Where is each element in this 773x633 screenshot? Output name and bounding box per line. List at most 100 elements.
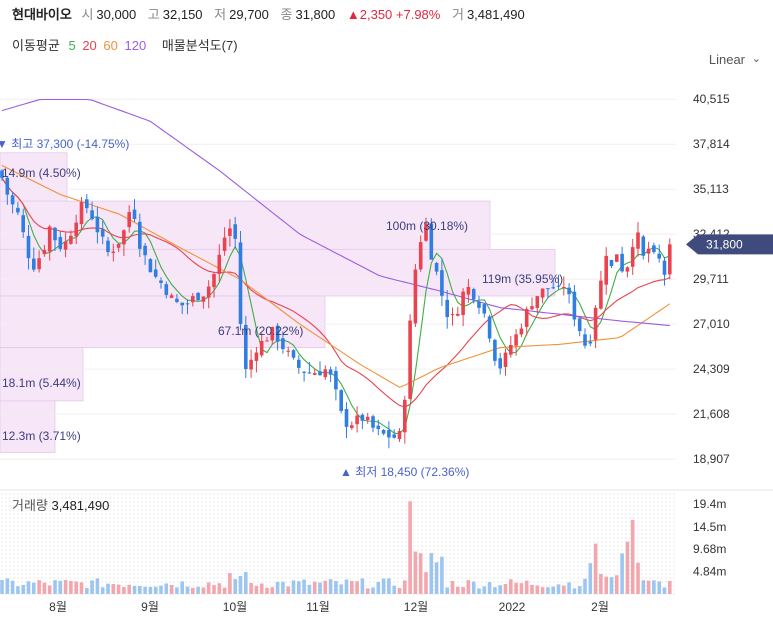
volume-bar [69,580,73,594]
candle [620,246,624,273]
candle-body [408,320,412,399]
volume-bar [519,583,524,594]
candle-body [127,212,131,228]
volume-profile-label: 12.3m (3.71%) [2,429,81,443]
volume-bar [206,582,211,594]
volume-bar [593,543,598,594]
candle-body [556,285,561,287]
indicator-legend[interactable]: 이동평균 5 20 60 120 매물분석도(7) [12,35,243,54]
candle [244,316,248,379]
candle [636,222,640,257]
candle-body [376,425,381,429]
volume-bar [217,583,222,594]
candle-body [344,409,349,427]
candle-body [212,274,216,288]
candle-body [588,341,593,344]
candle-body [604,255,608,285]
candle [148,258,153,273]
price-tick-label: 27,010 [693,317,730,331]
volume-bar [0,579,4,594]
x-tick-label: 2022 [499,600,526,614]
candle [387,421,391,449]
candle-body [143,245,147,256]
candle-body [180,302,184,306]
candle [365,412,370,424]
volume-bar [641,580,646,594]
candle [259,333,264,358]
candle [360,413,365,430]
candle-body [286,350,290,352]
candle [562,276,566,296]
high-label: 고 [147,7,160,22]
volume-bar [122,586,126,594]
volume-bar [47,585,52,594]
candle [339,389,343,414]
candle [456,306,460,317]
volume-title: 거래량 3,481,490 [12,498,109,513]
volume-bar [350,581,354,594]
volume-bar [636,562,640,594]
candle [169,293,174,298]
candle [249,349,253,378]
stock-name: 현대바이오 [12,7,72,22]
volume-bar [535,585,540,594]
price-tick-label: 37,814 [693,137,730,151]
volume-bar [32,582,36,594]
candle [609,259,614,269]
candle [524,306,529,336]
ma-60: 60 [103,38,118,53]
volume-bar [116,584,121,594]
candle [164,281,169,299]
current-price-tag [686,234,773,255]
candle [79,197,84,230]
volume-bar [90,580,94,594]
candle-body [228,228,232,236]
candle-body [583,334,587,346]
candle-body [217,254,222,275]
candle-body [270,327,275,341]
volume-bar [228,573,232,594]
candle-body [334,370,338,390]
candle-body [657,253,661,259]
volume-bar [16,586,20,594]
candle [646,241,651,263]
candle-body [42,250,47,255]
candle-body [291,350,296,358]
candle [206,280,211,309]
candle-body [429,223,434,260]
price-tick-label: 29,711 [693,272,729,286]
candle [185,299,190,315]
volume-bar [79,582,84,594]
volume-bar [286,586,290,594]
candle [233,216,237,249]
candle-body [132,209,137,219]
candle [599,270,603,310]
candle-body [138,221,142,249]
candles [0,169,672,449]
candle-body [392,434,396,438]
candle-body [244,324,248,369]
volume-bar [577,586,582,594]
candle [593,304,598,349]
candle [471,287,476,304]
candle [334,366,338,401]
candle [100,220,105,245]
scale-select[interactable]: Linear [708,52,745,67]
candle-body [381,429,386,434]
candle [116,243,121,252]
candle-body [646,248,651,254]
candle [381,428,386,436]
volume-panel-bg [0,490,676,596]
candle [551,278,555,290]
candle-body [418,242,423,270]
chevron-down-icon[interactable]: ⌄ [751,53,761,65]
volume-bar [85,587,89,594]
volume-bar [106,583,110,594]
candle-body [307,372,312,374]
candle [95,206,100,244]
volume-profile-label: 67.1m (20.22%) [218,324,303,338]
candle-body [630,247,635,267]
volume-bar [212,585,216,594]
candle [16,202,20,216]
